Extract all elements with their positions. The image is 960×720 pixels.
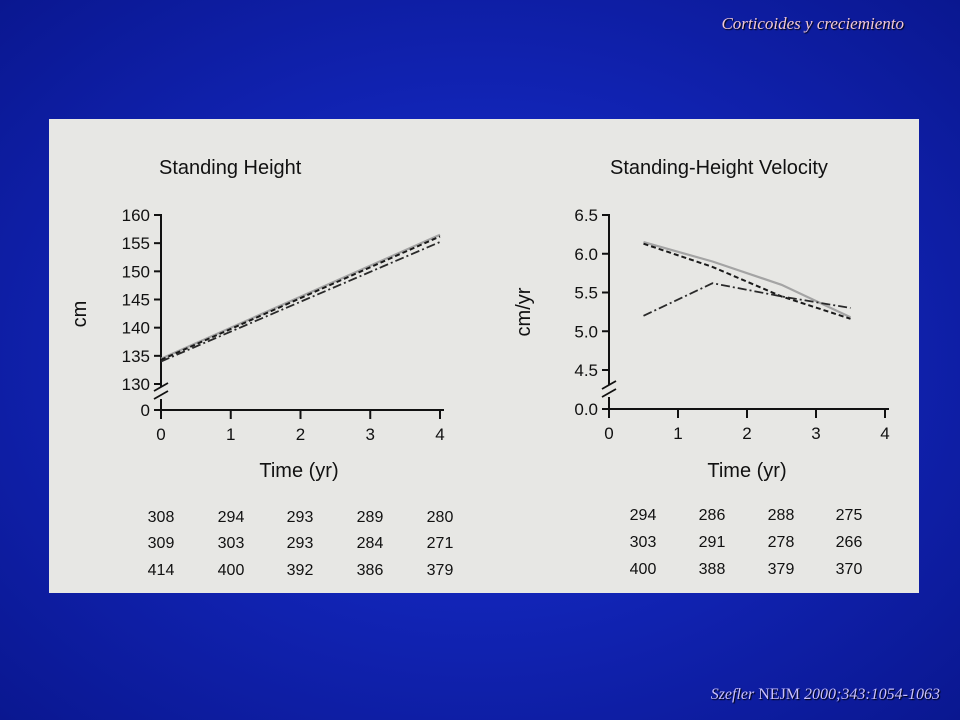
p2-table-cell: 275 [836,507,863,524]
p2-table-cell: 291 [699,534,726,551]
citation-reference: 2000;343:1054-1063 [804,686,940,703]
p2-table-cell: 379 [768,561,795,578]
p2-table-cell: 278 [768,534,795,551]
p1-series-line-dash-dot [160,241,441,363]
p2-table-cell: 400 [630,561,657,578]
p1-table-cell: 400 [218,562,245,579]
p1-y-tick-label: 140 [122,319,150,338]
p2-y-tick-label: 0.0 [574,400,598,419]
p1-y-tick-label: 155 [122,234,150,253]
slide-title: Corticoides y creciemiento [721,14,904,33]
p2-y-tick-label: 5.0 [574,322,598,341]
p1-x-tick-label: 1 [226,425,235,444]
p1-series-line-solid-gray [160,233,441,360]
p1-x-tick-label: 2 [296,425,305,444]
p2-x-tick-label: 2 [742,424,751,443]
p2-chart-title: Standing-Height Velocity [610,157,828,179]
p2-y-tick-label: 5.5 [574,284,598,303]
p2-table-cell: 388 [699,561,726,578]
p2-x-tick-label: 3 [811,424,820,443]
p1-y-tick-label: 0 [141,401,150,420]
p2-table-cell: 286 [699,507,726,524]
p2-y-axis-label: cm/yr [513,287,535,336]
p2-x-tick-label: 0 [604,424,613,443]
p1-table-cell: 280 [427,509,454,526]
figure-panel: Standing Height 0 130 135 140 145 150 155 160 0 1 2… [49,119,919,593]
p1-axis-break-mark-2 [153,390,169,400]
p1-table-cell: 308 [148,509,175,526]
citation-journal: NEJM [758,686,801,703]
p2-series-line-solid-gray [643,241,851,319]
p1-series-line-dashed [160,235,441,361]
p2-series-line-dashed [643,242,851,320]
p1-y-axis-label: cm [69,301,91,328]
p1-table-cell: 392 [287,562,314,579]
p1-axis-break-mark-1 [153,382,169,392]
p2-table-cell: 288 [768,507,795,524]
p2-table-cell: 370 [836,561,863,578]
p2-x-tick-label: 4 [880,424,889,443]
p2-table-cell: 266 [836,534,863,551]
p1-table-cell: 293 [287,535,314,552]
p1-table-cell: 294 [218,509,245,526]
p2-table-cell: 303 [630,534,657,551]
p1-x-tick-label: 0 [156,425,165,444]
p1-x-tick-label: 4 [435,425,444,444]
p2-y-tick-label: 6.0 [574,245,598,264]
citation: Szefler NEJM 2000;343:1054-1063 [711,686,940,704]
p2-axis-break-mark-2 [601,388,617,398]
p1-table-cell: 293 [287,509,314,526]
citation-author: Szefler [710,686,755,703]
p1-table-cell: 309 [148,535,175,552]
p1-table-cell: 303 [218,535,245,552]
p1-chart-title: Standing Height [159,157,302,179]
p2-series-line-dash-dot [643,282,851,317]
p1-table-cell: 379 [427,562,454,579]
p1-table-cell: 289 [357,509,384,526]
p1-y-tick-label: 130 [122,375,150,394]
p2-axis-break-mark-1 [601,380,617,390]
p1-table-cell: 284 [357,535,384,552]
p1-y-tick-label: 145 [122,291,150,310]
p1-table-cell: 386 [357,562,384,579]
p2-table-cell: 294 [630,507,657,524]
p1-y-tick-label: 150 [122,262,150,281]
p2-x-axis-label: Time (yr) [707,460,786,482]
p1-x-axis-label: Time (yr) [259,460,338,482]
p1-table-cell: 271 [427,535,454,552]
p1-y-tick-label: 160 [122,206,150,225]
p2-x-tick-label: 1 [673,424,682,443]
p1-x-tick-label: 3 [366,425,375,444]
p2-y-tick-label: 6.5 [574,206,598,225]
p1-table-cell: 414 [148,562,175,579]
p2-y-tick-label: 4.5 [574,361,598,380]
p1-y-tick-label: 135 [122,347,150,366]
